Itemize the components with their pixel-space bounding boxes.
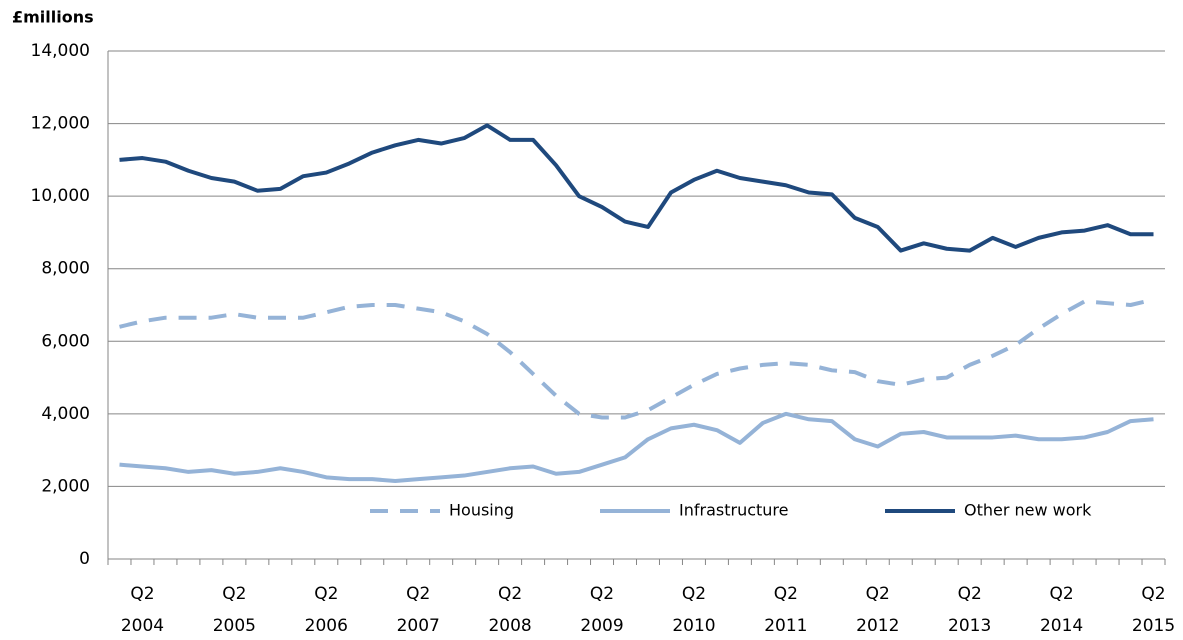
x-tick-label: Q2 2015 xyxy=(1132,584,1175,636)
x-tick-label: Q2 2004 xyxy=(121,584,164,636)
x-tick-label: Q2 2010 xyxy=(672,584,715,636)
x-tick-label: Q2 2009 xyxy=(580,584,623,636)
y-tick-label: 14,000 xyxy=(31,41,90,61)
series-line xyxy=(119,411,1154,483)
x-tick-label: Q2 2013 xyxy=(948,584,991,636)
series-line xyxy=(119,297,1154,420)
x-tick-label: Q2 2007 xyxy=(397,584,440,636)
legend-label: Housing xyxy=(449,501,514,520)
series-line xyxy=(119,123,1154,253)
y-tick-label: 8,000 xyxy=(41,259,90,279)
x-tick-label: Q2 2008 xyxy=(488,584,531,636)
x-tick-label: Q2 2011 xyxy=(764,584,807,636)
y-tick-label: 10,000 xyxy=(31,186,90,206)
legend: Housing Infrastructure Other new work xyxy=(370,501,1092,520)
legend-label: Other new work xyxy=(964,501,1092,520)
y-tick-label: 12,000 xyxy=(31,114,90,134)
y-tick-label: 4,000 xyxy=(41,404,90,424)
y-axis-label: £millions xyxy=(12,8,94,27)
y-tick-label: 2,000 xyxy=(41,476,90,496)
legend-label: Infrastructure xyxy=(679,501,788,520)
x-tick-label: Q2 2014 xyxy=(1040,584,1083,636)
y-tick-label: 0 xyxy=(79,549,90,569)
y-tick-label: 6,000 xyxy=(41,331,90,351)
x-tick-label: Q2 2012 xyxy=(856,584,899,636)
x-tick-label: Q2 2005 xyxy=(213,584,256,636)
x-tick-label: Q2 2006 xyxy=(305,584,348,636)
